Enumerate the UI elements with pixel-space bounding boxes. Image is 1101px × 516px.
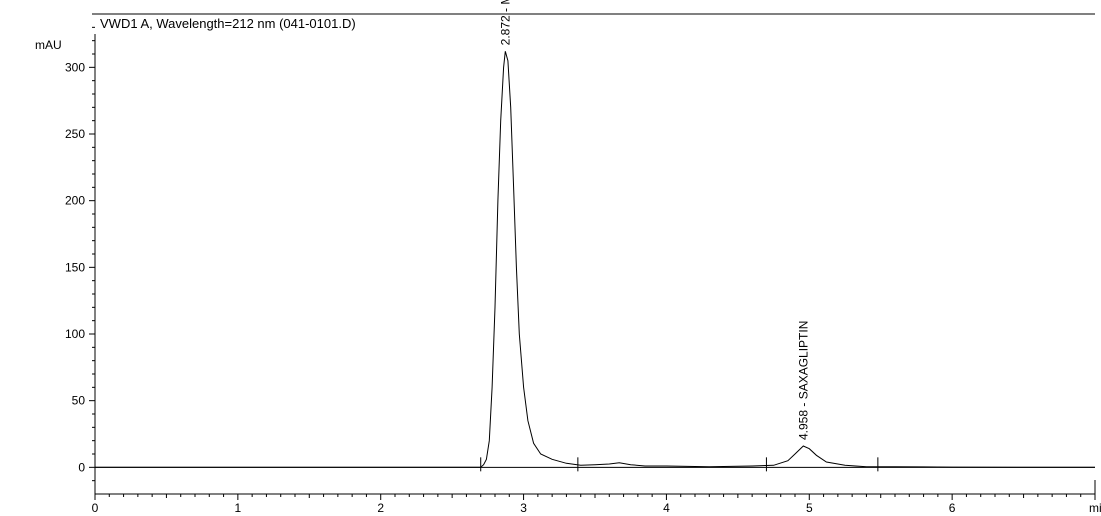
y-tick-label: 250 xyxy=(65,127,85,141)
x-axis-unit-label: mi xyxy=(1089,501,1101,515)
y-tick-label: 300 xyxy=(65,60,85,74)
y-tick-label: 0 xyxy=(78,460,85,474)
x-tick-label: 3 xyxy=(520,501,527,515)
y-tick-label: 200 xyxy=(65,194,85,208)
x-tick-label: 0 xyxy=(92,501,99,515)
peak-label: 4.958 - SAXAGLIPTIN xyxy=(796,321,810,440)
chromatogram-trace xyxy=(95,51,1096,468)
y-axis-label: mAU xyxy=(35,38,62,52)
x-tick-label: 5 xyxy=(806,501,813,515)
x-tick-label: 6 xyxy=(949,501,956,515)
x-tick-label: 4 xyxy=(663,501,670,515)
y-tick-label: 100 xyxy=(65,327,85,341)
x-tick-label: 1 xyxy=(235,501,242,515)
y-tick-label: 150 xyxy=(65,260,85,274)
chart-title: VWD1 A, Wavelength=212 nm (041-0101.D) xyxy=(100,16,356,31)
x-tick-label: 2 xyxy=(377,501,384,515)
peak-label: 2.872 - METFORMIN xyxy=(498,0,512,45)
y-tick-label: 50 xyxy=(72,394,86,408)
